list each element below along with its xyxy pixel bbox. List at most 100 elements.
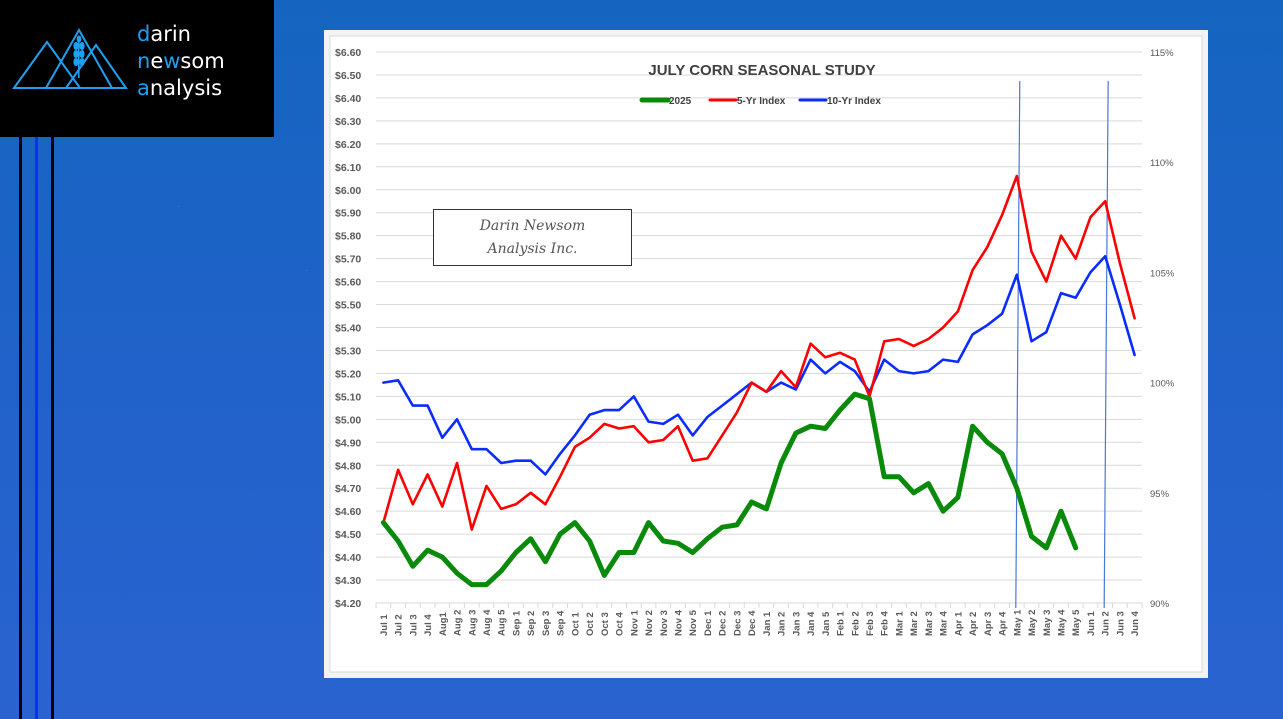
y-tick-label: $6.60 — [335, 47, 361, 59]
x-tick-label: Nov 3 — [659, 610, 670, 636]
y-tick-label: $5.10 — [335, 391, 361, 403]
x-tick-label: Apr 2 — [968, 612, 979, 636]
x-tick-label: Nov 4 — [673, 609, 684, 636]
y-tick-label: $6.00 — [335, 185, 361, 197]
logo-letter: a — [137, 76, 150, 100]
x-tick-label: Jan 1 — [762, 611, 773, 636]
x-tick-label: Jan 3 — [791, 612, 802, 636]
y-tick-label: $5.50 — [335, 300, 361, 312]
x-tick-label: Aug 4 — [482, 609, 493, 636]
chart-title: JULY CORN SEASONAL STUDY — [648, 62, 875, 79]
x-tick-label: Feb 2 — [850, 611, 861, 636]
x-tick-label: Mar 1 — [894, 610, 905, 636]
seasonal-chart: $4.20 $4.30 $4.40 $4.50 $4.60 $4.70 $4.80 $4.90… — [329, 35, 1203, 673]
y2-tick-label: 95% — [1150, 489, 1170, 500]
logo-letter: n — [137, 49, 151, 73]
x-tick-label: Jul 4 — [423, 614, 434, 636]
y-tick-label: $4.60 — [335, 506, 361, 518]
chart-panel: $4.20 $4.30 $4.40 $4.50 $4.60 $4.70 $4.80 $4.90… — [324, 30, 1208, 678]
decorative-bar-blue — [35, 137, 38, 719]
x-tick-label: Aug 3 — [467, 610, 478, 636]
x-tick-label: Apr 3 — [983, 612, 994, 636]
x-tick-label: Dec 2 — [718, 611, 729, 636]
x-tick-label: May 4 — [1056, 609, 1067, 636]
logo-word-newsom: som — [180, 49, 225, 73]
y-tick-label: $4.30 — [335, 575, 361, 587]
logo-letter: d — [137, 22, 151, 46]
x-tick-label: Mar 3 — [924, 611, 935, 636]
logo-letter: e — [150, 49, 164, 73]
x-tick-label: Feb 3 — [865, 611, 876, 636]
watermark-line2: Analysis Inc. — [487, 241, 578, 257]
x-tick-label: Jan 5 — [821, 611, 832, 636]
y-tick-label: $5.40 — [335, 323, 361, 335]
vertical-marker-line — [1103, 80, 1109, 609]
y-tick-label: $5.60 — [335, 277, 361, 289]
y2-tick-label: 115% — [1150, 48, 1174, 59]
x-tick-label: Oct 2 — [585, 612, 596, 636]
legend-label: 5-Yr Index — [737, 96, 786, 107]
logo-wordmark: darin newsom analysis — [137, 21, 225, 102]
y-tick-label: $4.70 — [335, 483, 361, 495]
y-tick-label: $5.30 — [335, 345, 361, 357]
decorative-bar-black — [19, 137, 22, 719]
vertical-marker-line — [1015, 80, 1021, 609]
series-line-2025 — [380, 391, 1079, 588]
x-tick-label: Sep 2 — [526, 611, 537, 636]
x-tick-label: Sep 3 — [541, 611, 552, 636]
x-tick-label: Dec 4 — [747, 610, 758, 636]
x-tick-label: Jun 1 — [1086, 610, 1097, 636]
x-tick-label: Mar 4 — [939, 610, 950, 636]
x-tick-label: May 5 — [1071, 609, 1082, 636]
y-tick-label: $6.30 — [335, 116, 361, 128]
y-tick-label: $4.80 — [335, 460, 361, 472]
x-tick-label: Feb 1 — [836, 610, 847, 636]
y2-tick-label: 100% — [1150, 379, 1175, 390]
x-tick-label: Aug 5 — [497, 609, 508, 636]
x-tick-label: Nov 5 — [688, 609, 699, 636]
x-tick-label: Mar 2 — [909, 611, 920, 636]
series-line-5-yr-index — [382, 174, 1136, 531]
x-tick-label: Jun 2 — [1101, 611, 1112, 636]
x-tick-label: Oct 3 — [600, 612, 611, 636]
x-tick-label: May 2 — [1027, 610, 1038, 636]
x-tick-label: Jun 4 — [1130, 610, 1141, 636]
watermark-line1: Darin Newsom — [479, 218, 586, 234]
y-tick-label: $6.50 — [335, 70, 361, 82]
logo: darin newsom analysis — [0, 0, 274, 137]
x-tick-label: Sep 1 — [511, 610, 522, 636]
x-tick-label: Dec 1 — [703, 610, 714, 636]
x-tick-label: Jul 1 — [379, 614, 390, 636]
x-tick-label: Apr 1 — [953, 611, 964, 636]
x-tick-label: Oct 1 — [570, 612, 581, 636]
logo-letter: w — [163, 49, 181, 73]
x-tick-label: May 1 — [1012, 609, 1023, 636]
decorative-bar-black — [51, 137, 54, 719]
y2-tick-label: 105% — [1150, 268, 1175, 279]
y-tick-label: $4.40 — [335, 552, 361, 564]
x-tick-label: Feb 4 — [880, 610, 891, 636]
logo-word-darin: arin — [150, 22, 191, 46]
x-tick-label: Nov 1 — [629, 609, 640, 636]
logo-word-analysis: nalysis — [149, 76, 223, 100]
x-tick-label: Jun 3 — [1115, 611, 1126, 636]
y-tick-label: $4.50 — [335, 529, 361, 541]
y2-tick-label: 90% — [1150, 599, 1170, 610]
x-tick-label: Jan 2 — [777, 612, 788, 636]
x-tick-label: Aug1 — [438, 612, 449, 636]
y-tick-label: $5.90 — [335, 208, 361, 220]
x-tick-label: Jul 3 — [408, 614, 419, 636]
chart-legend: 2025 5-Yr Index 10-Yr Index — [639, 96, 881, 107]
x-tick-label: Sep 4 — [556, 610, 567, 636]
x-tick-label: Aug 2 — [453, 610, 464, 636]
x-tick-label: Dec 3 — [732, 611, 743, 636]
x-tick-label: Oct 4 — [615, 612, 626, 636]
x-tick-label: Jul 2 — [394, 614, 405, 636]
y-tick-label: $6.10 — [335, 162, 361, 174]
legend-label: 2025 — [669, 96, 692, 107]
y-tick-label: $4.20 — [335, 598, 361, 610]
y-tick-label: $6.20 — [335, 139, 361, 151]
x-tick-label: Jan 4 — [806, 611, 817, 636]
watermark-box: Darin Newsom Analysis Inc. — [433, 209, 632, 266]
legend-label: 10-Yr Index — [827, 96, 881, 107]
